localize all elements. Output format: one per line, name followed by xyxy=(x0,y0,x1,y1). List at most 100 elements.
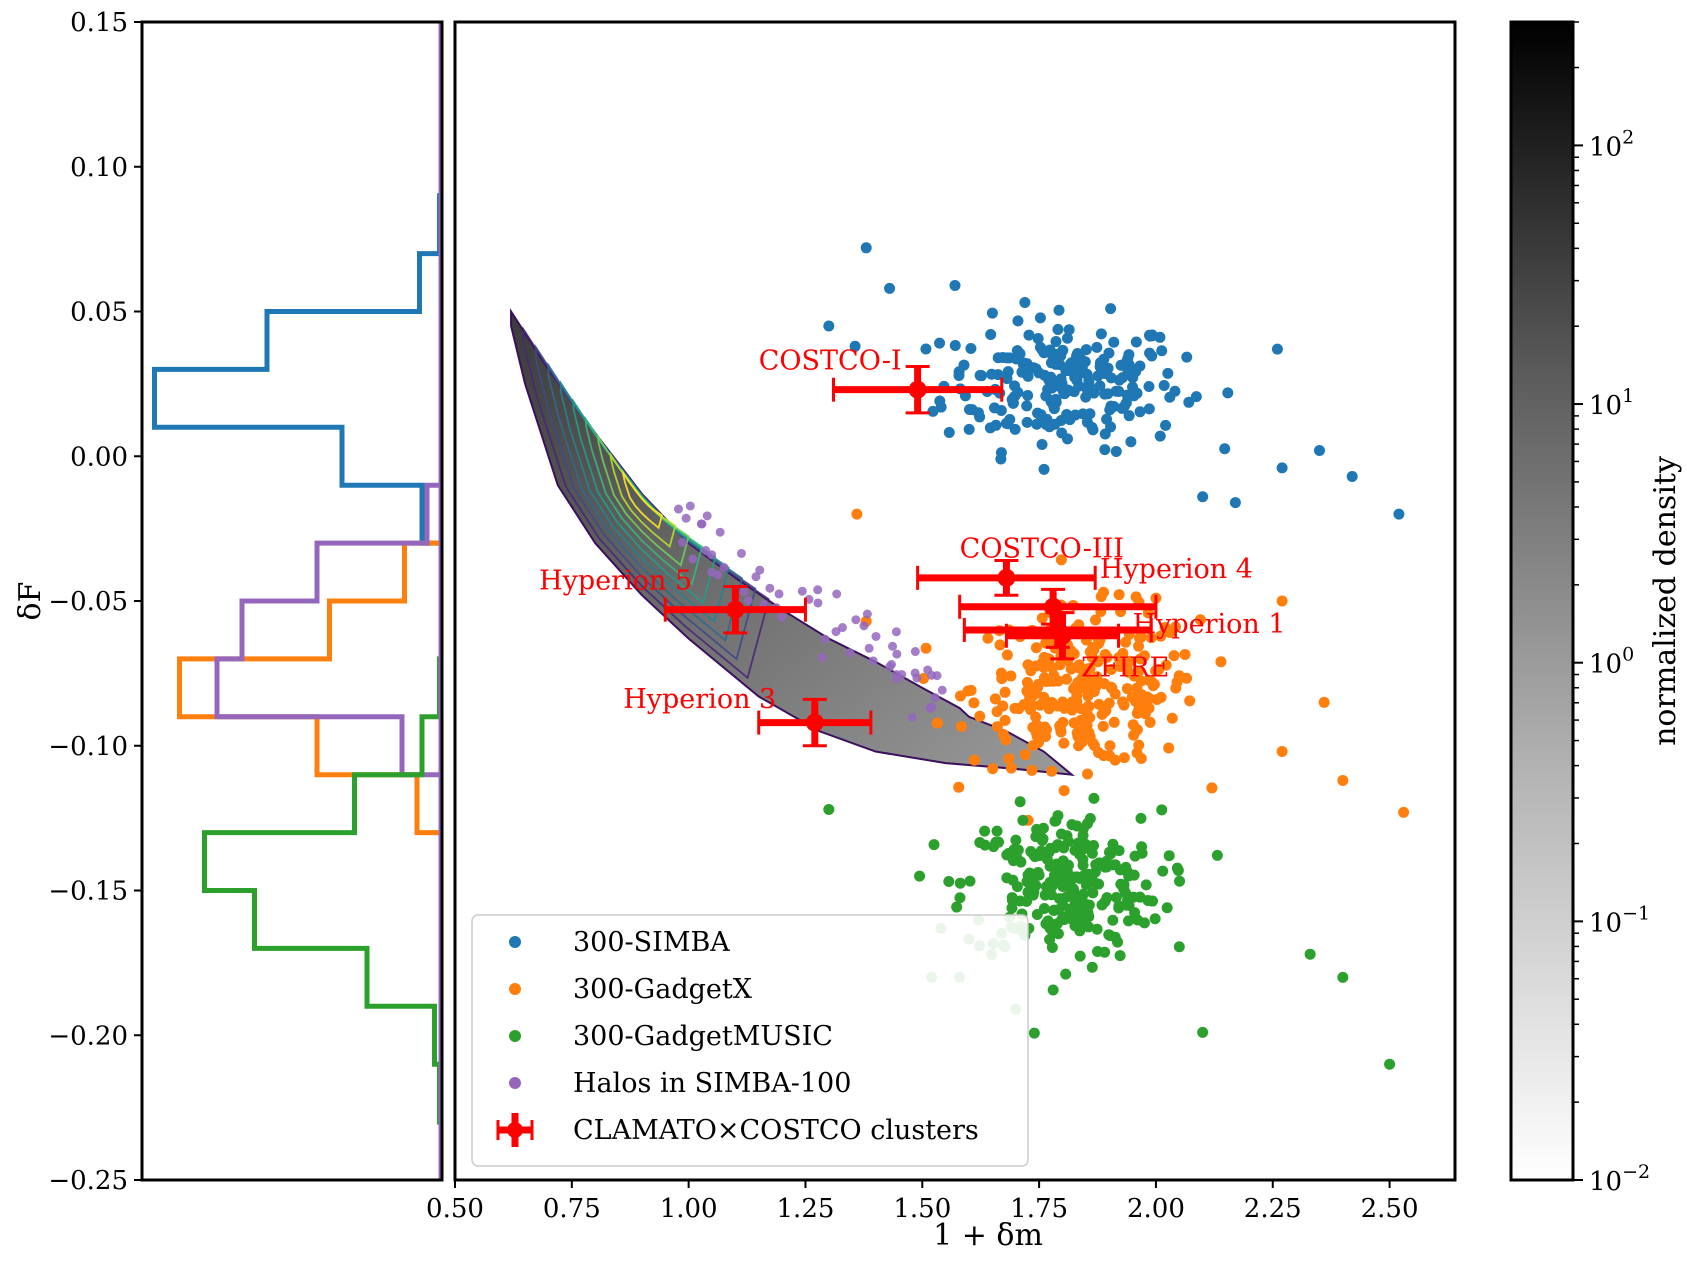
300-gadgetmusic-point xyxy=(1140,879,1152,891)
300-simba-point xyxy=(1125,436,1137,448)
300-gadgetmusic-point xyxy=(1047,984,1059,996)
300-gadgetmusic-point xyxy=(1132,914,1144,926)
300-simba-point xyxy=(1134,406,1146,418)
300-gadgetx-point xyxy=(1131,724,1143,736)
colorbar-tick-label: 100 xyxy=(1589,644,1634,680)
300-simba-point xyxy=(1094,361,1106,373)
300-gadgetx-point xyxy=(1276,746,1288,758)
300-gadgetx-point xyxy=(1105,663,1117,675)
halos-in-simba-100-point xyxy=(777,612,787,622)
300-gadgetmusic-point xyxy=(1173,941,1185,953)
300-gadgetmusic-point xyxy=(1077,854,1089,866)
cluster-zfire xyxy=(1004,611,1121,661)
300-gadgetx-point xyxy=(1163,742,1175,754)
300-gadgetmusic-point xyxy=(1010,834,1022,846)
300-simba-point xyxy=(953,366,965,378)
300-gadgetmusic-point xyxy=(914,870,926,882)
300-simba-point xyxy=(1103,347,1115,359)
halos-in-simba-100-point xyxy=(743,596,753,606)
halos-in-simba-100-point xyxy=(907,712,917,722)
cluster-hyperion-3 xyxy=(757,697,873,748)
300-gadgetx-point xyxy=(1019,749,1031,761)
300-simba-point xyxy=(1099,428,1111,440)
legend-marker xyxy=(509,936,521,948)
y-tick-label: −0.20 xyxy=(48,1021,128,1051)
300-gadgetx-point xyxy=(987,763,999,775)
300-simba-point xyxy=(1019,296,1031,308)
300-gadgetx-point xyxy=(982,632,994,644)
300-gadgetmusic-point xyxy=(1211,849,1223,861)
300-gadgetmusic-point xyxy=(1064,903,1076,915)
300-simba-point xyxy=(1108,336,1120,348)
300-gadgetmusic-point xyxy=(1038,902,1050,914)
300-gadgetmusic-point xyxy=(1105,848,1117,860)
300-simba-point xyxy=(1190,391,1202,403)
300-gadgetx-point xyxy=(1058,785,1070,797)
300-gadgetmusic-point xyxy=(1118,883,1130,895)
300-gadgetx-point xyxy=(1135,752,1147,764)
300-simba-point xyxy=(1023,329,1035,341)
300-simba-point xyxy=(1077,408,1089,420)
cluster-marker xyxy=(997,568,1016,587)
300-simba-point xyxy=(884,282,896,294)
300-gadgetx-point xyxy=(1046,697,1058,709)
300-gadgetmusic-point xyxy=(943,876,955,888)
300-gadgetx-point xyxy=(1038,656,1050,668)
halos-in-simba-100-point xyxy=(923,665,933,675)
300-gadgetmusic-point xyxy=(1074,950,1086,962)
300-gadgetmusic-point xyxy=(1337,971,1349,983)
legend-entry: 300-GadgetMUSIC xyxy=(509,1021,833,1052)
halos-in-simba-100-point xyxy=(888,641,898,651)
300-simba-point xyxy=(1061,433,1073,445)
halos-in-simba-100-point xyxy=(813,598,823,608)
300-simba-point xyxy=(986,307,998,319)
300-gadgetmusic-point xyxy=(1121,895,1133,907)
300-gadgetmusic-point xyxy=(1172,864,1184,876)
300-simba-point xyxy=(1219,443,1231,455)
300-gadgetmusic-point xyxy=(1156,804,1168,816)
300-gadgetx-point xyxy=(1001,649,1013,661)
300-gadgetx-point xyxy=(1075,714,1087,726)
300-simba-point xyxy=(1021,400,1033,412)
300-gadgetx-point xyxy=(1055,554,1067,566)
300-gadgetmusic-point xyxy=(1136,841,1148,853)
halos-in-simba-100-point xyxy=(751,572,761,582)
300-simba-point xyxy=(965,342,977,354)
300-gadgetx-point xyxy=(968,754,980,766)
300-gadgetx-point xyxy=(1181,672,1193,684)
300-gadgetmusic-point xyxy=(954,892,966,904)
300-gadgetx-point xyxy=(1005,670,1017,682)
300-gadgetx-point xyxy=(1337,774,1349,786)
300-gadgetmusic-point xyxy=(1066,913,1078,925)
legend-marker xyxy=(509,983,521,995)
300-gadgetx-point xyxy=(1121,683,1133,695)
300-gadgetmusic-point xyxy=(1045,889,1057,901)
cluster-costco-iii xyxy=(916,558,1097,597)
300-simba-point xyxy=(1095,328,1107,340)
300-gadgetmusic-point xyxy=(1037,822,1049,834)
300-gadgetx-point xyxy=(1040,676,1052,688)
300-gadgetx-point xyxy=(1000,734,1012,746)
300-gadgetmusic-point xyxy=(1042,915,1054,927)
halos-in-simba-100-point xyxy=(925,703,935,713)
x-tick-label: 1.25 xyxy=(777,1194,835,1224)
300-simba-point xyxy=(1130,366,1142,378)
300-gadgetmusic-point xyxy=(1129,850,1141,862)
300-simba-point xyxy=(1021,416,1033,428)
300-gadgetx-point xyxy=(1215,656,1227,668)
300-simba-point xyxy=(1143,403,1155,415)
300-gadgetx-point xyxy=(1139,708,1151,720)
300-gadgetmusic-point xyxy=(1384,1058,1396,1070)
x-tick-label: 2.50 xyxy=(1361,1194,1419,1224)
300-gadgetmusic-point xyxy=(991,825,1003,837)
300-simba-point xyxy=(1105,303,1117,315)
300-gadgetx-point xyxy=(1171,676,1183,688)
300-gadgetmusic-point xyxy=(1017,814,1029,826)
300-gadgetmusic-point xyxy=(1104,929,1116,941)
300-gadgetmusic-point xyxy=(1163,850,1175,862)
300-simba-point xyxy=(949,340,961,352)
300-gadgetx-point xyxy=(1099,649,1111,661)
cluster-label: COSTCO-I xyxy=(759,345,902,376)
300-gadgetmusic-point xyxy=(1107,914,1119,926)
